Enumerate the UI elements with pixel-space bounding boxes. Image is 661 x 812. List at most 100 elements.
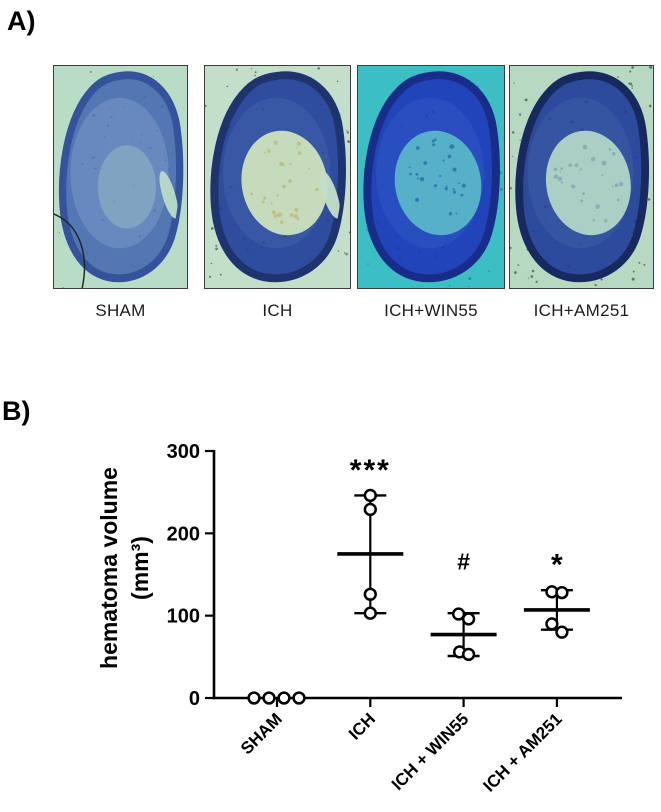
speckle xyxy=(337,250,340,252)
lesion-dot xyxy=(614,183,619,188)
lesion-dot xyxy=(439,174,442,178)
texture-dot xyxy=(161,104,164,109)
inner-tissue xyxy=(70,97,169,249)
data-point xyxy=(363,488,377,503)
lesion-dot xyxy=(279,220,284,224)
texture-dot xyxy=(431,110,435,114)
texture-dot xyxy=(245,248,248,251)
texture-dot xyxy=(156,129,159,132)
speckle xyxy=(89,71,92,74)
brain-section-image-ich-win55 xyxy=(357,65,505,289)
lesion-dot xyxy=(453,190,457,194)
lesion-dot xyxy=(289,162,292,166)
texture-dot xyxy=(69,136,72,140)
speckle xyxy=(617,76,619,78)
y-axis-title-line1: hematoma volume xyxy=(96,467,122,669)
lesion-dot xyxy=(452,188,455,191)
texture-dot xyxy=(168,213,171,215)
speckle xyxy=(254,71,257,74)
data-point xyxy=(262,691,276,705)
y-tick-label: 0 xyxy=(189,688,200,710)
texture-dot xyxy=(417,250,421,254)
texture-dot xyxy=(164,159,167,162)
texture-dot xyxy=(623,95,627,99)
texture-dot xyxy=(283,235,287,239)
speckle xyxy=(519,139,521,141)
brain-interior xyxy=(216,81,341,276)
lesion-dot xyxy=(590,156,596,162)
speckle xyxy=(535,280,538,284)
texture-dot xyxy=(85,251,88,254)
lesion-dot xyxy=(315,187,319,192)
lesion-dot xyxy=(288,179,292,183)
lesion-dot xyxy=(294,207,299,213)
texture-dot xyxy=(153,209,156,212)
lesion-dot xyxy=(559,170,562,173)
texture-dot xyxy=(109,107,112,110)
texture-dot xyxy=(320,103,323,106)
micrograph-label-ich: ICH xyxy=(262,301,293,320)
data-point xyxy=(461,612,476,626)
lesion-dot xyxy=(409,172,412,176)
texture-dot xyxy=(398,257,402,261)
lesion-dot xyxy=(296,146,298,149)
lesion-dot xyxy=(431,139,435,143)
micrograph-ich: ICH xyxy=(204,65,351,321)
speckle xyxy=(512,155,514,158)
data-point xyxy=(555,625,569,639)
data-point xyxy=(451,607,466,621)
texture-dot xyxy=(570,120,574,124)
y-tick-label: 200 xyxy=(167,523,200,545)
texture-dot xyxy=(229,185,233,189)
texture-dot xyxy=(322,151,325,154)
speckle xyxy=(594,283,597,287)
texture-dot xyxy=(242,237,246,241)
micrograph-label-sham: SHAM xyxy=(95,301,146,320)
speckle xyxy=(346,131,350,134)
texture-dot xyxy=(130,263,133,267)
speckle xyxy=(210,262,213,265)
speckle xyxy=(629,70,632,73)
lesion-dot xyxy=(460,193,464,197)
micrograph-ich-am251: ICH+AM251 xyxy=(509,65,654,321)
speckle xyxy=(517,264,520,266)
speckle xyxy=(226,85,229,88)
texture-dot xyxy=(399,141,401,143)
speckle xyxy=(500,187,503,191)
lesion-dot xyxy=(611,185,614,188)
texture-dot xyxy=(100,167,103,170)
significance-marker: *** xyxy=(350,454,391,487)
texture-dot xyxy=(102,84,106,87)
texture-dot xyxy=(80,113,82,116)
lesion-dot xyxy=(263,196,267,200)
texture-dot xyxy=(85,242,88,245)
micrograph-label-ich-am251: ICH+AM251 xyxy=(533,301,630,320)
lesion-dot xyxy=(580,199,583,203)
texture-dot xyxy=(461,240,463,242)
lesion-dot xyxy=(568,163,572,167)
speckle xyxy=(345,252,348,256)
slide-artifact-line xyxy=(54,213,86,288)
speckle xyxy=(648,104,652,108)
texture-dot xyxy=(122,106,125,108)
brain-interior xyxy=(522,81,638,272)
speckle xyxy=(530,275,534,278)
lesion-dot xyxy=(448,212,453,216)
texture-dot xyxy=(553,241,556,244)
hematoma-volume-chart: 0 100 200 300 hematoma volume (mm³) SHAM ICH ICH… xyxy=(96,441,622,796)
panel-b-label: B) xyxy=(2,396,31,426)
lesion-dot xyxy=(447,154,452,159)
speckle xyxy=(513,82,515,84)
texture-dot xyxy=(81,163,84,166)
texture-dot xyxy=(580,124,582,126)
speckle xyxy=(219,273,222,276)
lesion-dot xyxy=(415,146,420,150)
speckle xyxy=(468,285,470,288)
texture-dot xyxy=(624,110,627,114)
texture-dot xyxy=(126,274,129,276)
lesion-dot xyxy=(279,161,284,166)
texture-dot xyxy=(326,218,329,222)
brain-section-image-sham xyxy=(53,65,188,289)
texture-dot xyxy=(316,114,318,116)
